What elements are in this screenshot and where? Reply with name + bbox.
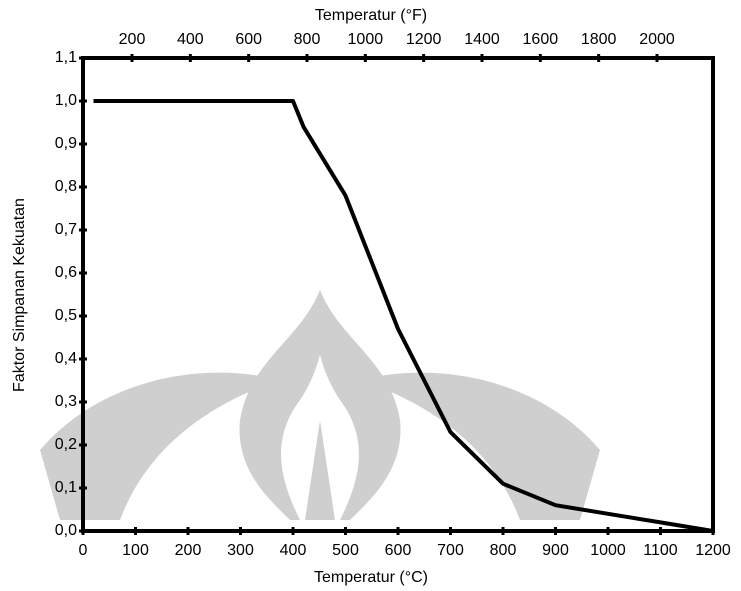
y-tick-label: 0,3 (55, 393, 77, 410)
x-tick-label: 400 (280, 542, 307, 559)
x-tick-label: 200 (175, 542, 202, 559)
y-tick-label: 0,6 (55, 264, 77, 281)
x2-tick-label: 600 (235, 31, 262, 48)
x-tick-label: 1100 (643, 542, 678, 559)
x2-tick-label: 1600 (523, 31, 559, 48)
x2-tick-label: 1200 (406, 31, 442, 48)
x2-tick-label: 400 (177, 31, 204, 48)
x-tick-label: 700 (437, 542, 464, 559)
y-axis-title: Faktor Simpanan Kekuatan (11, 198, 28, 392)
x2-tick-label: 800 (294, 31, 321, 48)
x2-tick-label: 1400 (464, 31, 500, 48)
y-tick-label: 0,1 (55, 479, 77, 496)
x-tick-label: 1200 (695, 542, 731, 559)
y-tick-label: 0,7 (55, 221, 77, 238)
x-tick-label: 1000 (590, 542, 626, 559)
x-axis-title: Temperatur (°C) (314, 569, 428, 586)
x-tick-label: 800 (490, 542, 517, 559)
x-tick-label: 600 (385, 542, 412, 559)
x2-tick-label: 1800 (581, 31, 617, 48)
x-tick-label: 0 (79, 542, 88, 559)
y-tick-label: 0,4 (55, 350, 77, 367)
plot-frame (81, 56, 715, 533)
y-tick-label: 0,5 (55, 307, 77, 324)
x-tick-label: 100 (122, 542, 149, 559)
x2-axis-title: Temperatur (°F) (315, 7, 427, 24)
x2-tick-label: 1000 (348, 31, 384, 48)
data-line (93, 99, 714, 533)
x-tick-label: 900 (542, 542, 569, 559)
x2-tick-label: 200 (119, 31, 146, 48)
y-tick-label: 0,8 (55, 178, 77, 195)
y-tick-label: 0,9 (55, 135, 77, 152)
watermark (40, 290, 600, 520)
y-tick-label: 0,0 (55, 522, 77, 539)
x2-tick-label: 2000 (639, 31, 675, 48)
x-tick-label: 300 (227, 542, 254, 559)
y-tick-label: 1,1 (55, 49, 77, 66)
x-tick-label: 500 (332, 542, 359, 559)
y-tick-label: 0,2 (55, 436, 77, 453)
y-tick-label: 1,0 (55, 92, 77, 109)
